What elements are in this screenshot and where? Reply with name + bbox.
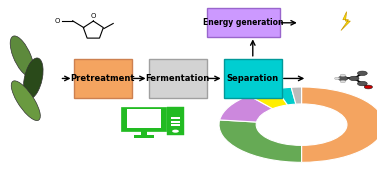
Ellipse shape	[11, 81, 40, 121]
Ellipse shape	[10, 36, 34, 76]
Text: Energy generation: Energy generation	[203, 18, 284, 27]
Circle shape	[335, 77, 340, 80]
Text: Separation: Separation	[227, 74, 279, 83]
FancyBboxPatch shape	[207, 8, 280, 37]
Wedge shape	[220, 96, 273, 122]
FancyBboxPatch shape	[224, 59, 282, 98]
Circle shape	[340, 80, 345, 83]
Circle shape	[338, 76, 348, 81]
FancyBboxPatch shape	[127, 109, 161, 128]
Bar	[170, 117, 180, 119]
FancyBboxPatch shape	[121, 107, 166, 131]
Text: O: O	[54, 18, 60, 24]
FancyBboxPatch shape	[167, 107, 184, 135]
Circle shape	[358, 71, 367, 76]
Text: O: O	[91, 13, 96, 19]
Text: Fermentation: Fermentation	[146, 74, 210, 83]
Bar	[170, 124, 180, 126]
Circle shape	[364, 85, 372, 89]
Wedge shape	[276, 87, 296, 105]
Bar	[141, 130, 147, 135]
Circle shape	[172, 130, 179, 133]
FancyBboxPatch shape	[74, 59, 132, 98]
Circle shape	[358, 81, 367, 86]
Circle shape	[340, 74, 345, 77]
Polygon shape	[341, 12, 350, 30]
Wedge shape	[302, 87, 378, 162]
Ellipse shape	[23, 58, 43, 99]
Wedge shape	[291, 87, 302, 104]
FancyBboxPatch shape	[149, 59, 207, 98]
Text: Pretreatment: Pretreatment	[70, 74, 135, 83]
Circle shape	[349, 76, 359, 81]
Wedge shape	[249, 89, 288, 109]
Bar	[134, 135, 154, 138]
Wedge shape	[219, 120, 302, 162]
Bar	[170, 121, 180, 123]
